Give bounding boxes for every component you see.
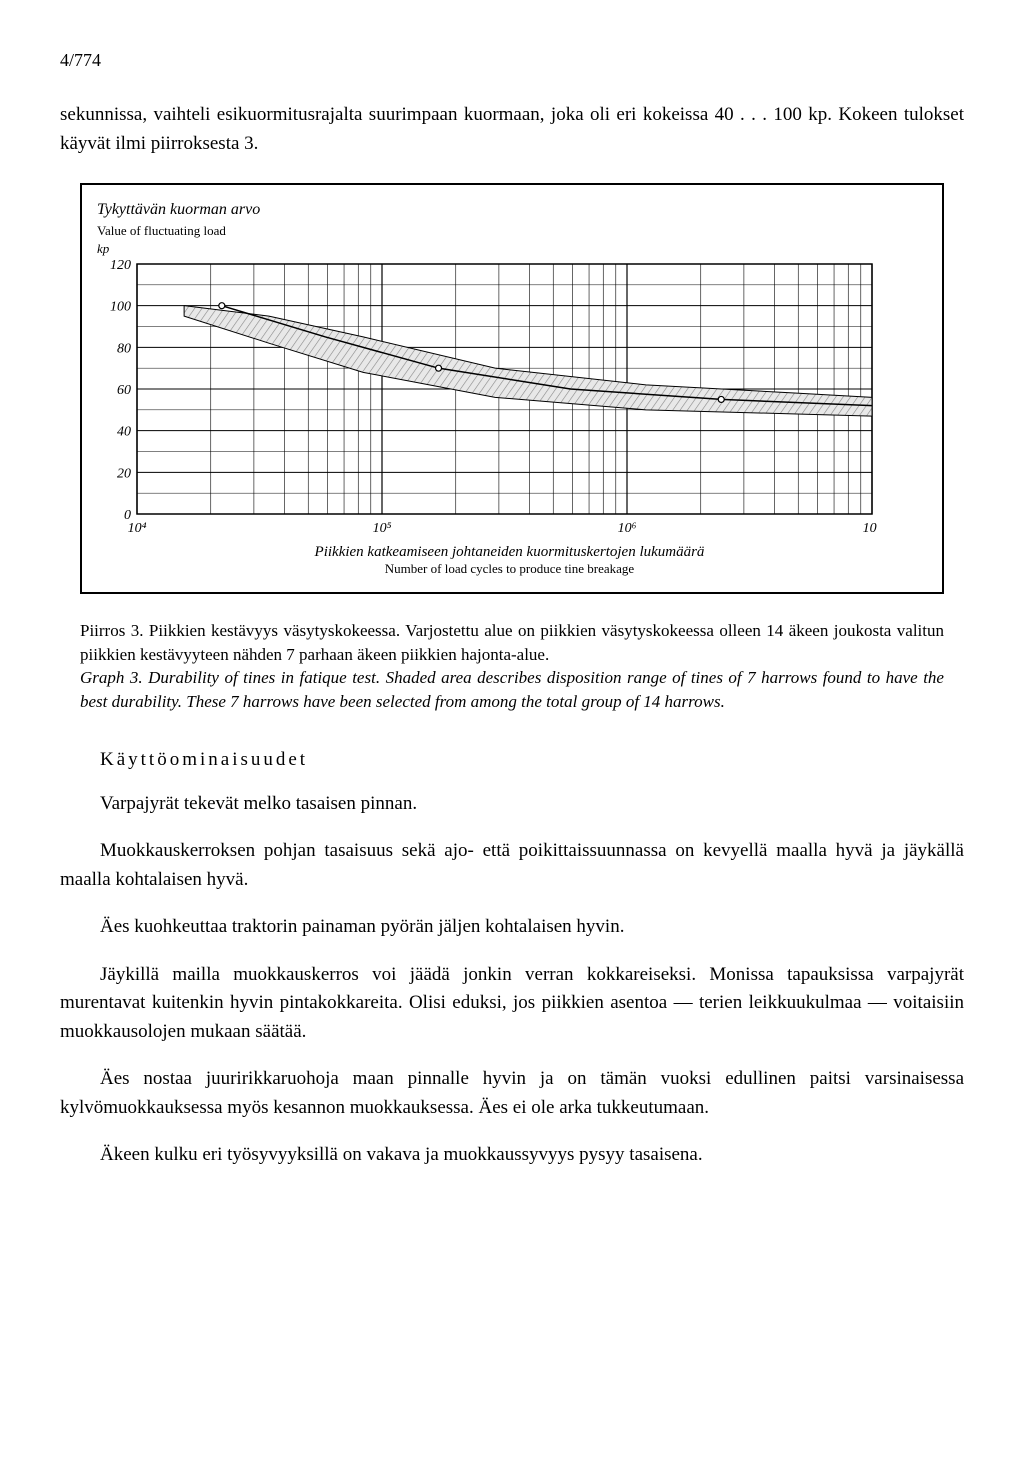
chart-title-fi: Tykyttävän kuorman arvo bbox=[97, 200, 922, 221]
svg-text:60: 60 bbox=[117, 383, 131, 398]
svg-text:10⁷: 10⁷ bbox=[863, 521, 877, 536]
figure-caption: Piirros 3. Piikkien kestävyys väsytyskok… bbox=[80, 619, 944, 714]
svg-text:120: 120 bbox=[110, 259, 131, 273]
svg-text:10⁴: 10⁴ bbox=[128, 521, 147, 536]
chart-svg: 02040608010012010⁴10⁵10⁶10⁷ bbox=[97, 259, 877, 539]
body-paragraph: Äkeen kulku eri työsyvyyksillä on vakava… bbox=[60, 1141, 964, 1170]
body-paragraph: Muokkauskerroksen pohjan tasaisuus sekä … bbox=[60, 837, 964, 894]
chart-plot-area: 02040608010012010⁴10⁵10⁶10⁷ bbox=[97, 259, 922, 539]
svg-text:100: 100 bbox=[110, 299, 131, 314]
caption-en-prefix: Graph 3. bbox=[80, 668, 148, 687]
chart-frame: Tykyttävän kuorman arvo Value of fluctua… bbox=[80, 183, 944, 594]
svg-text:10⁶: 10⁶ bbox=[618, 521, 637, 536]
chart-y-unit: kp bbox=[97, 241, 922, 257]
body-paragraph: Jäykillä mailla muokkauskerros voi jäädä… bbox=[60, 961, 964, 1047]
intro-paragraph: sekunnissa, vaihteli esikuormitusrajalta… bbox=[60, 101, 964, 158]
svg-text:20: 20 bbox=[117, 466, 131, 481]
caption-fi-prefix: Piirros 3. bbox=[80, 621, 149, 640]
body-paragraph: Varpajyrät tekevät melko tasaisen pinnan… bbox=[60, 790, 964, 819]
svg-text:10⁵: 10⁵ bbox=[373, 521, 392, 536]
chart-x-caption-fi: Piikkien katkeamiseen johtaneiden kuormi… bbox=[97, 544, 922, 561]
section-heading: Käyttöominaisuudet bbox=[100, 749, 964, 771]
body-paragraph: Äes nostaa juuririkkaruohoja maan pinnal… bbox=[60, 1065, 964, 1122]
page-number: 4/774 bbox=[60, 50, 964, 71]
caption-fi: Piikkien kestävyys väsytyskokeessa. Varj… bbox=[80, 621, 944, 664]
svg-text:80: 80 bbox=[117, 341, 131, 356]
chart-title-en: Value of fluctuating load bbox=[97, 223, 922, 239]
caption-en: Durability of tines in fatique test. Sha… bbox=[80, 668, 944, 711]
body-paragraph: Äes kuohkeuttaa traktorin painaman pyörä… bbox=[60, 913, 964, 942]
svg-text:40: 40 bbox=[117, 424, 131, 439]
chart-x-caption-en: Number of load cycles to produce tine br… bbox=[97, 561, 922, 577]
body-text: Varpajyrät tekevät melko tasaisen pinnan… bbox=[60, 790, 964, 1170]
